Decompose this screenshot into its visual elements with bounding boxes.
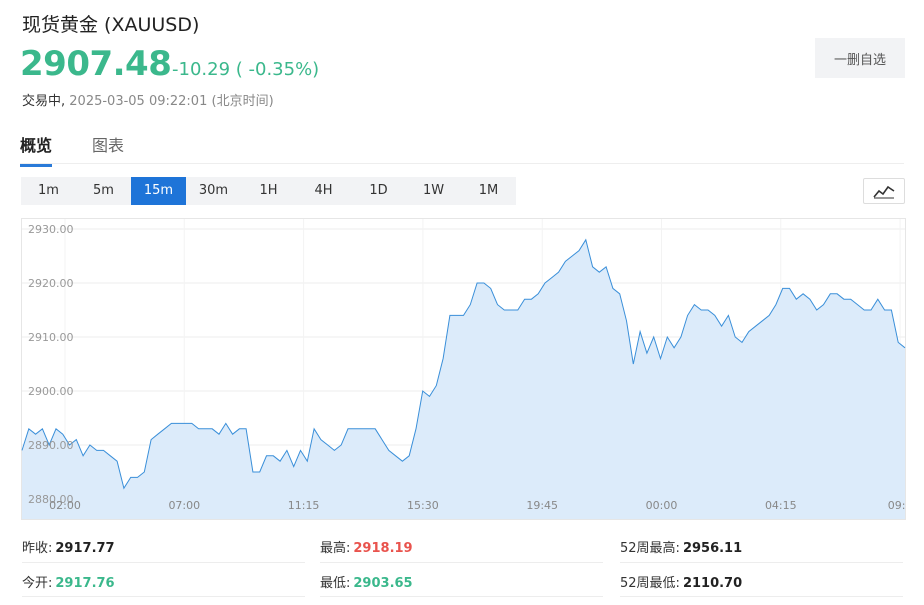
high-value: 2918.19 — [353, 541, 413, 556]
stat-open: 今开: 2917.76 — [22, 572, 115, 591]
stat-low: 最低: 2903.65 — [320, 572, 413, 591]
divider — [22, 596, 305, 597]
tab-overview[interactable]: 概览 — [20, 132, 53, 167]
open-label: 今开: — [22, 576, 53, 591]
divider — [320, 562, 603, 563]
price-chart-svg: 2930.00 2920.00 2910.00 2900.00 2890.00 2880.… — [21, 218, 912, 520]
price-line — [21, 238, 906, 490]
x-tick-label: 11:15 — [288, 499, 320, 512]
page-title: 现货黄金 (XAUUSD) — [22, 14, 200, 36]
stat-prev-close: 昨收: 2917.77 — [22, 537, 115, 556]
period-1w[interactable]: 1W — [422, 183, 445, 198]
timezone-label: (北京时间) — [211, 94, 274, 109]
x-tick-label: 04:15 — [765, 499, 797, 512]
price-area — [22, 239, 905, 520]
divider — [620, 562, 903, 563]
period-selector: 1m 5m 15m 30m 1H 4H 1D 1W 1M — [21, 177, 516, 205]
tab-chart[interactable]: 图表 — [92, 136, 125, 155]
prev-close-value: 2917.77 — [55, 541, 115, 556]
period-30m[interactable]: 30m — [198, 183, 229, 198]
x-tick-label: 19:45 — [526, 499, 558, 512]
x-tick-label: 09:1 — [888, 499, 906, 512]
prev-close-label: 昨收: — [22, 541, 53, 556]
y-tick-label: 2910.00 — [28, 331, 74, 344]
period-1d[interactable]: 1D — [369, 183, 388, 198]
stat-high: 最高: 2918.19 — [320, 537, 413, 556]
y-tick-label: 2930.00 — [28, 223, 74, 236]
week52-high-label: 52周最高: — [620, 541, 680, 556]
low-value: 2903.65 — [353, 576, 413, 591]
week52-high-value: 2956.11 — [682, 541, 743, 556]
period-1h[interactable]: 1H — [259, 183, 278, 198]
period-15m[interactable]: 15m — [131, 177, 186, 205]
period-1mo[interactable]: 1M — [478, 183, 499, 198]
y-tick-label: 2890.00 — [28, 439, 74, 452]
trading-status: 交易中, 2025-03-05 09:22:01 (北京时间) — [22, 90, 274, 109]
chart-type-button[interactable] — [863, 178, 905, 204]
stat-52w-high: 52周最高: 2956.11 — [620, 537, 742, 556]
status-label: 交易中, — [22, 94, 66, 109]
x-tick-label: 15:30 — [407, 499, 439, 512]
divider — [22, 562, 305, 563]
remove-watchlist-button[interactable]: 一删自选 — [815, 38, 905, 78]
week52-low-label: 52周最低: — [620, 576, 680, 591]
period-4h[interactable]: 4H — [314, 183, 333, 198]
y-tick-label: 2880.00 — [28, 493, 74, 506]
low-label: 最低: — [320, 576, 351, 591]
divider — [620, 596, 903, 597]
timestamp: 2025-03-05 09:22:01 — [69, 94, 208, 109]
divider — [320, 596, 603, 597]
week52-low-value: 2110.70 — [682, 576, 743, 591]
period-5m[interactable]: 5m — [93, 183, 114, 198]
y-tick-label: 2900.00 — [28, 385, 74, 398]
x-tick-label: 02:00 — [49, 499, 81, 512]
price-chart[interactable]: 2930.00 2920.00 2910.00 2900.00 2890.00 2880.… — [21, 218, 912, 524]
x-tick-label: 07:00 — [168, 499, 200, 512]
x-tick-label: 00:00 — [646, 499, 678, 512]
stat-52w-low: 52周最低: 2110.70 — [620, 572, 742, 591]
high-label: 最高: — [320, 541, 351, 556]
tab-bar: 概览 图表 — [20, 128, 904, 167]
line-chart-icon — [873, 185, 895, 199]
current-price: 2907.48 — [20, 44, 172, 84]
open-value: 2917.76 — [55, 576, 115, 591]
period-1m[interactable]: 1m — [38, 183, 59, 198]
y-tick-label: 2920.00 — [28, 277, 74, 290]
price-change: -10.29 ( -0.35%) — [172, 59, 320, 80]
